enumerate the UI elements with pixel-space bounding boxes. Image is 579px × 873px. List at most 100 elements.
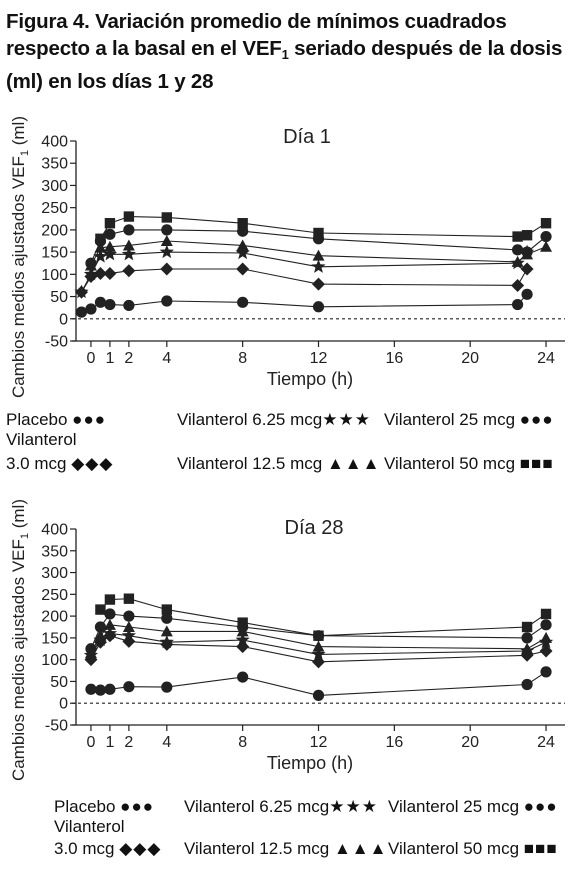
- circle-icon: ●●●: [523, 797, 558, 816]
- figure-title-subscript: 1: [281, 47, 289, 62]
- y-axis-label-subscript: 1: [19, 150, 31, 156]
- figure-title-part2: seriado después de la dosis (ml) en los …: [6, 37, 563, 93]
- star-data-point: [235, 632, 250, 647]
- series-vilanterol-3-0-mcg: [74, 262, 534, 299]
- star-data-point: [159, 244, 174, 259]
- diamond-data-point: [520, 648, 534, 662]
- diamond-data-point: [103, 266, 117, 280]
- triangle-data-point: [540, 240, 553, 252]
- circle-data-point: [511, 244, 524, 256]
- x-tick-label: 24: [537, 734, 555, 751]
- y-tick-label: 150: [41, 630, 68, 647]
- triangle-data-point: [122, 621, 135, 632]
- circle-data-point: [540, 666, 552, 678]
- circle-icon: ●●●: [120, 797, 154, 816]
- star-icon: ★★★: [329, 797, 378, 816]
- legend-item-vilanterol-3-0-line1: Vilanterol: [54, 817, 125, 837]
- x-tick-label: 12: [310, 350, 328, 367]
- x-tick-label: 20: [461, 734, 479, 751]
- circle-data-point: [75, 306, 88, 318]
- circle-data-point: [540, 619, 552, 631]
- x-tick-label: 1: [105, 734, 114, 751]
- triangle-data-point: [511, 255, 524, 267]
- legend-label-vilanterol-12-5: Vilanterol 12.5 mcg: [177, 454, 323, 473]
- y-tick-label: 350: [41, 543, 68, 560]
- x-tick-label: 0: [87, 734, 96, 751]
- legend-item-vilanterol-12-5: Vilanterol 12.5 mcg ▲▲▲: [177, 454, 380, 474]
- triangle-data-point: [312, 640, 325, 652]
- x-tick-label: 4: [162, 350, 171, 367]
- diamond-icon: ◆◆◆: [71, 454, 114, 473]
- series-vilanterol-50-mcg: [95, 211, 552, 244]
- square-data-point: [161, 604, 173, 615]
- diamond-data-point: [539, 644, 553, 658]
- square-icon: ■■■: [519, 454, 554, 473]
- series-vilanterol-6-25-mcg: [74, 244, 535, 299]
- legend-item-vilanterol-25: Vilanterol 25 mcg ●●●: [384, 410, 554, 430]
- y-axis-label-unit: (ml): [9, 499, 28, 533]
- star-data-point: [74, 284, 89, 299]
- circle-data-point: [237, 671, 249, 683]
- legend-label-vilanterol-6-25: Vilanterol 6.25 mcg: [177, 410, 323, 429]
- star-data-point: [235, 245, 250, 260]
- square-data-point: [540, 608, 552, 620]
- circle-data-point: [104, 608, 116, 620]
- triangle-icon: ▲▲▲: [326, 454, 381, 473]
- legend-label-placebo: Placebo: [6, 410, 68, 429]
- legend-day-1: Placebo ●●● Vilanterol 6.25 mcg★★★ Vilan…: [0, 408, 579, 478]
- x-axis-label: Tiempo (h): [267, 753, 353, 773]
- star-data-point: [121, 246, 137, 261]
- legend-item-vilanterol-3-0: 3.0 mcg ◆◆◆: [54, 839, 161, 859]
- circle-data-point: [161, 295, 173, 307]
- circle-data-point: [123, 681, 135, 693]
- legend-item-vilanterol-50: Vilanterol 50 mcg ■■■: [384, 454, 554, 474]
- legend-item-vilanterol-3-0: 3.0 mcg ◆◆◆: [6, 454, 113, 474]
- legend-label-placebo: Placebo: [54, 797, 116, 816]
- figure-title: Figura 4. Variación promedio de mínimos …: [6, 8, 572, 95]
- star-icon: ★★★: [322, 410, 371, 429]
- x-tick-label: 2: [124, 734, 133, 751]
- circle-data-point: [94, 296, 107, 308]
- legend-label-vilanterol-25: Vilanterol 25 mcg: [384, 410, 516, 429]
- triangle-icon: ▲▲▲: [333, 839, 388, 858]
- y-tick-label: 300: [41, 178, 68, 195]
- diamond-data-point: [312, 277, 325, 291]
- diamond-data-point: [520, 262, 534, 276]
- series-line: [81, 268, 528, 293]
- y-tick-label: 400: [41, 134, 68, 151]
- y-tick-label: 400: [41, 522, 68, 539]
- triangle-data-point: [160, 235, 173, 246]
- x-tick-label: 16: [385, 350, 403, 367]
- star-data-point: [311, 259, 326, 273]
- triangle-data-point: [103, 240, 116, 252]
- legend-item-vilanterol-12-5: Vilanterol 12.5 mcg ▲▲▲: [184, 839, 387, 859]
- circle-data-point: [312, 689, 325, 701]
- y-tick-label: 50: [50, 674, 68, 691]
- circle-data-point: [85, 257, 97, 269]
- series-placebo: [85, 666, 552, 701]
- triangle-data-point: [236, 239, 249, 251]
- legend-item-vilanterol-50: Vilanterol 50 mcg ■■■: [388, 839, 558, 859]
- y-tick-label: 0: [59, 696, 68, 713]
- triangle-data-point: [160, 625, 173, 637]
- legend-item-vilanterol-25: Vilanterol 25 mcg ●●●: [388, 797, 558, 817]
- star-data-point: [83, 266, 99, 281]
- circle-data-point: [85, 643, 97, 655]
- diamond-icon: ◆◆◆: [119, 839, 162, 858]
- y-tick-label: 150: [41, 245, 68, 262]
- legend-label-vilanterol-3-0-b: 3.0 mcg: [54, 839, 115, 858]
- y-tick-label: 200: [41, 222, 68, 239]
- circle-data-point: [104, 683, 116, 695]
- circle-data-point: [312, 301, 325, 313]
- square-data-point: [161, 212, 173, 223]
- circle-data-point: [540, 230, 552, 243]
- circle-icon: ●●●: [519, 410, 554, 429]
- legend-label-vilanterol-12-5: Vilanterol 12.5 mcg: [184, 839, 330, 858]
- x-tick-label: 24: [537, 350, 555, 367]
- circle-icon: ●●●: [72, 410, 106, 429]
- triangle-data-point: [312, 249, 325, 261]
- y-tick-label: 100: [41, 267, 68, 284]
- x-tick-label: 12: [310, 734, 328, 751]
- y-tick-label: 350: [41, 156, 68, 173]
- square-data-point: [104, 218, 116, 229]
